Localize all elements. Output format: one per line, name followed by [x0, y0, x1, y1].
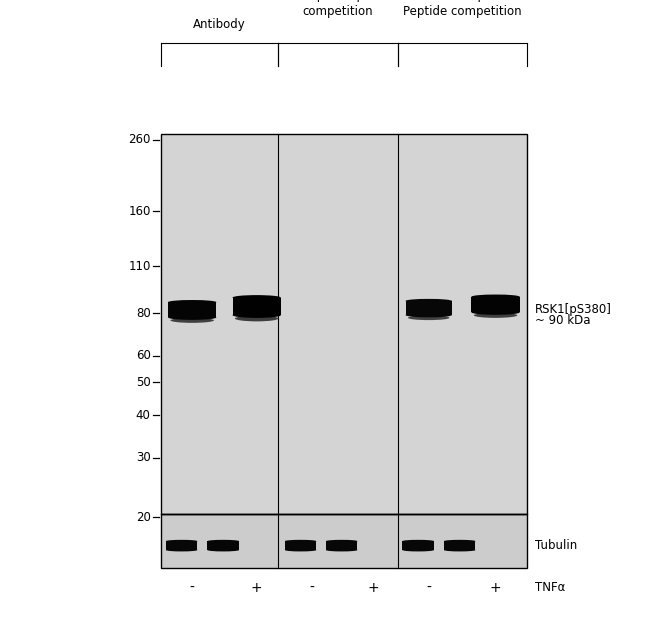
Text: 20: 20: [136, 511, 151, 523]
Text: 160: 160: [128, 204, 151, 218]
Text: ~ 90 kDa: ~ 90 kDa: [535, 315, 591, 327]
Ellipse shape: [471, 310, 520, 315]
Bar: [398, 134, 526, 513]
Ellipse shape: [285, 540, 317, 542]
Text: +: +: [489, 580, 501, 594]
Text: Phospho Peptide
competition: Phospho Peptide competition: [289, 0, 387, 18]
Bar: [168, 302, 216, 317]
Bar: [161, 134, 526, 513]
Ellipse shape: [207, 549, 239, 551]
Bar: [207, 541, 239, 550]
Text: +: +: [251, 580, 263, 594]
Text: Tubulin: Tubulin: [535, 539, 577, 552]
Text: 80: 80: [136, 307, 151, 320]
Ellipse shape: [444, 549, 476, 551]
Text: 30: 30: [136, 451, 151, 464]
Ellipse shape: [471, 294, 520, 299]
Ellipse shape: [207, 540, 239, 542]
Ellipse shape: [406, 299, 452, 303]
Ellipse shape: [444, 540, 476, 542]
Text: 40: 40: [136, 409, 151, 422]
Bar: [398, 513, 526, 568]
Ellipse shape: [402, 540, 434, 542]
Bar: [161, 134, 278, 513]
Ellipse shape: [168, 300, 216, 304]
Bar: [233, 298, 281, 315]
Bar: [278, 134, 398, 513]
Bar: [161, 513, 526, 568]
Ellipse shape: [402, 549, 434, 551]
Text: RSK1[pS380]: RSK1[pS380]: [535, 303, 612, 316]
Ellipse shape: [474, 313, 517, 318]
Ellipse shape: [233, 312, 281, 318]
Ellipse shape: [233, 295, 281, 300]
Text: -: -: [190, 580, 194, 594]
Ellipse shape: [168, 315, 216, 320]
Text: TNFα: TNFα: [535, 580, 566, 594]
Bar: [326, 541, 358, 550]
Ellipse shape: [166, 540, 198, 542]
Ellipse shape: [326, 540, 358, 542]
Text: Antibody: Antibody: [193, 18, 246, 30]
Bar: [444, 541, 476, 550]
Ellipse shape: [285, 549, 317, 551]
Ellipse shape: [406, 313, 452, 317]
Ellipse shape: [326, 549, 358, 551]
Bar: [278, 513, 398, 568]
Bar: [285, 541, 317, 550]
Text: +: +: [368, 580, 380, 594]
Ellipse shape: [170, 318, 214, 323]
Bar: [406, 301, 452, 315]
Text: -: -: [309, 580, 314, 594]
Text: Non-Phospho
Peptide competition: Non-Phospho Peptide competition: [403, 0, 521, 18]
Ellipse shape: [235, 316, 278, 322]
Bar: [402, 541, 434, 550]
Text: 260: 260: [128, 134, 151, 146]
Text: 110: 110: [128, 260, 151, 273]
Ellipse shape: [166, 549, 198, 551]
Bar: [471, 297, 520, 312]
Text: 60: 60: [136, 349, 151, 362]
Bar: [161, 513, 278, 568]
Text: 50: 50: [136, 376, 151, 389]
Ellipse shape: [408, 315, 450, 320]
Text: -: -: [426, 580, 431, 594]
Bar: [166, 541, 198, 550]
